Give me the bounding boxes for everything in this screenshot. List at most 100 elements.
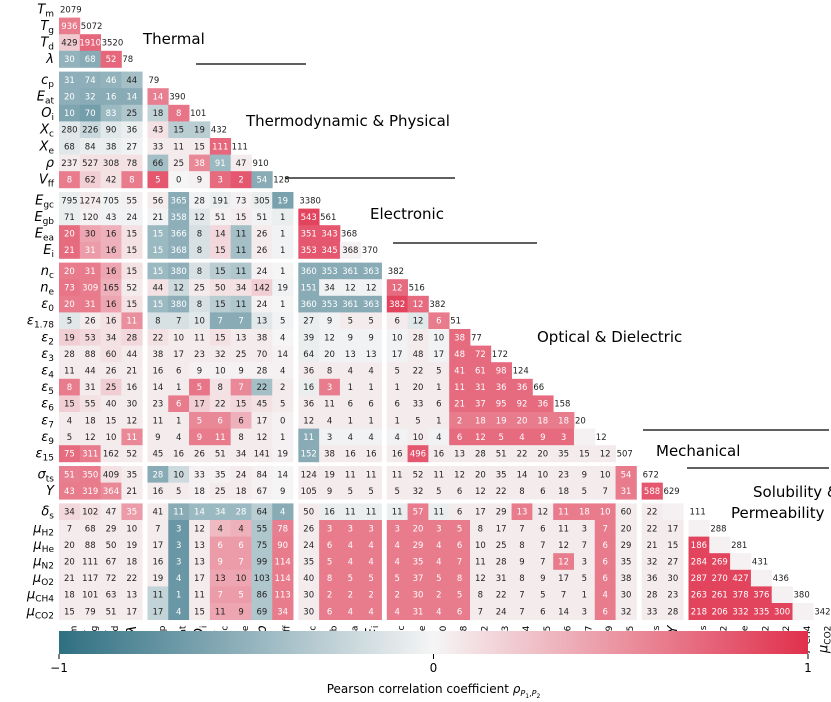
heatmap-cell-fill (339, 345, 362, 363)
heatmap-cell-fill (189, 138, 211, 155)
heatmap-cell-count: 26 (303, 524, 314, 534)
heatmap-cell-count: 5 (348, 487, 353, 497)
heatmap-cell-fill (251, 445, 273, 463)
heatmap-cell: 13 (449, 445, 471, 463)
heatmap-cell-count: 11 (366, 508, 377, 518)
heatmap-cell-count: 5 (67, 433, 72, 443)
heatmap-cell: 11 (339, 466, 362, 483)
heatmap-cell: 15 (573, 445, 596, 463)
heatmap-cell: 8 (209, 378, 232, 396)
heatmap-cell-count: 50 (215, 284, 226, 294)
heatmap-cell: 8 (511, 569, 533, 587)
heatmap-cell-count: 26 (106, 367, 117, 377)
heatmap-cell: 18 (230, 482, 252, 500)
heatmap-cell-fill (594, 603, 616, 620)
heatmap-cell: 152 (298, 445, 320, 463)
heatmap-cell: 30 (298, 603, 320, 620)
row-label: Td (40, 36, 54, 53)
heatmap-cell: 92 (511, 395, 533, 413)
heatmap-cell-fill (59, 192, 81, 209)
heatmap-cell-count: 165 (103, 284, 119, 294)
heatmap-cell-count: 18 (64, 591, 75, 601)
heatmap-cell: 11 (449, 378, 471, 396)
heatmap-cell: 380 (168, 295, 190, 313)
heatmap-cell-count: 111 (212, 142, 228, 152)
heatmap-cell-count: 30 (126, 400, 137, 410)
diagonal-count: 380 (794, 591, 810, 601)
heatmap-cell-count: 34 (236, 284, 247, 294)
heatmap-cell-fill (79, 362, 101, 380)
heatmap-cell-count: 31 (85, 300, 96, 310)
heatmap-cell-count: 27 (126, 142, 137, 152)
heatmap-cell-count: 31 (475, 383, 486, 393)
heatmap-cell: 84 (251, 466, 273, 483)
heatmap-cell-fill (360, 428, 382, 446)
diagonal-count: 436 (773, 574, 789, 584)
heatmap-cell-count: 7 (519, 524, 524, 534)
heatmap-cell-count: 38 (256, 333, 267, 343)
heatmap-cell-count: 90 (277, 541, 288, 551)
heatmap-cell: 79 (79, 603, 101, 620)
heatmap-cell-count: 1274 (79, 196, 101, 206)
heatmap-cell: 308 (100, 154, 122, 172)
heatmap-cell-fill (59, 378, 81, 396)
heatmap-cell: 26 (100, 362, 122, 380)
heatmap-cell-count: 358 (171, 213, 187, 223)
heatmap-cell: 30 (662, 569, 684, 587)
row-label: ε6 (41, 397, 54, 414)
heatmap-cell-fill (230, 603, 252, 620)
row-label: Y (46, 484, 55, 499)
heatmap-cell: 12 (532, 503, 554, 521)
heatmap-cell-fill (407, 569, 429, 587)
heatmap-cell: 705 (100, 192, 122, 209)
heatmap-cell: 9 (230, 603, 252, 620)
heatmap-cell-count: 14 (194, 508, 205, 518)
heatmap-cell: 11 (339, 503, 362, 521)
heatmap-cell-count: 67 (106, 558, 117, 568)
heatmap-cell-count: 5 (582, 574, 587, 584)
heatmap-cell-fill (121, 241, 143, 259)
heatmap-cell-fill (298, 428, 320, 446)
heatmap-cell-count: 15 (215, 300, 226, 310)
heatmap-cell-count: 9 (540, 574, 545, 584)
heatmap-cell: 20 (407, 520, 429, 537)
heatmap-cell: 8 (230, 428, 252, 446)
heatmap-cell-count: 4 (280, 367, 285, 377)
heatmap-cell-count: 11 (126, 317, 137, 327)
heatmap-cell-fill (121, 104, 143, 122)
heatmap-cell: 7 (230, 312, 252, 330)
heatmap-cell-count: 114 (275, 574, 291, 584)
heatmap-cell: 40 (100, 395, 122, 413)
heatmap-cell: 50 (209, 279, 232, 297)
heatmap-cell: 3 (573, 520, 596, 537)
heatmap-cell-fill (615, 553, 637, 571)
heatmap-cell: 142 (251, 279, 273, 297)
group-label: Thermodynamic & Physical (245, 112, 450, 130)
heatmap-cell: 11 (230, 262, 252, 280)
colorbar-tick-label-neg: −1 (50, 661, 68, 675)
heatmap-cell-count: 16 (106, 93, 117, 103)
heatmap-cell: 7 (532, 536, 554, 554)
heatmap-cell-count: 5 (457, 524, 462, 534)
heatmap-cell-count: 14 (277, 470, 288, 480)
heatmap-cell-count: 68 (85, 524, 96, 534)
heatmap-cell-fill (147, 503, 169, 521)
heatmap-cell-count: 335 (753, 607, 769, 617)
heatmap-cell-count: 73 (64, 284, 75, 294)
heatmap-cell-count: 3 (176, 541, 181, 551)
heatmap-cell-fill (319, 312, 341, 330)
heatmap-cell-fill (360, 445, 382, 463)
heatmap-cell-fill (189, 192, 211, 209)
heatmap-cell-count: 29 (621, 541, 632, 551)
heatmap-cell-fill (532, 466, 554, 483)
heatmap-cell-count: 61 (475, 367, 486, 377)
heatmap-cell-count: 360 (301, 300, 317, 310)
heatmap-cell-count: 13 (215, 574, 226, 584)
heatmap-cell-fill (407, 603, 429, 620)
heatmap-cell-fill (147, 225, 169, 243)
heatmap-cell-fill (298, 603, 320, 620)
heatmap-cell-fill (360, 312, 382, 330)
heatmap-cell-count: 11 (392, 470, 403, 480)
heatmap-cell-fill (209, 345, 232, 363)
